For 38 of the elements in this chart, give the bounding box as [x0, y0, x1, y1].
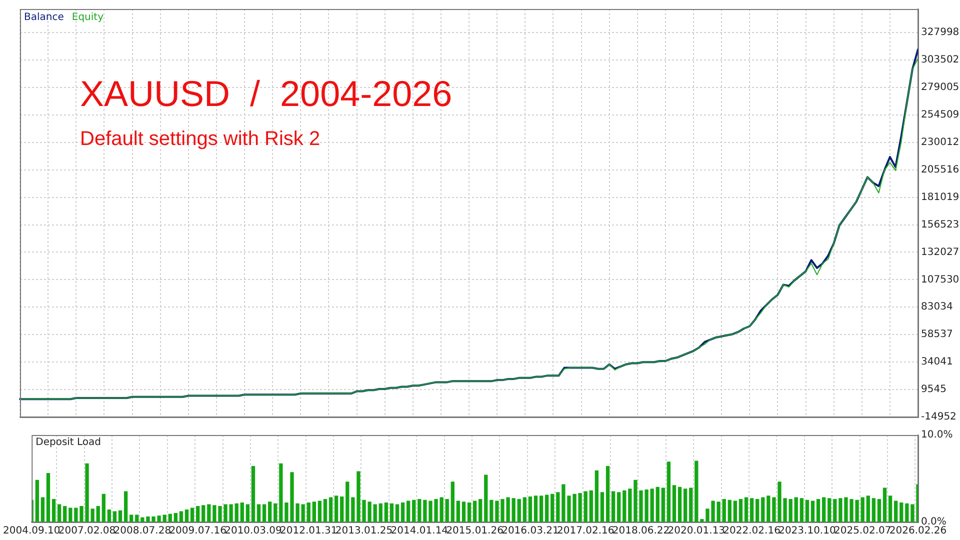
y-tick-label: 254509: [921, 110, 960, 121]
y-tick-label: 156523: [921, 219, 960, 230]
text: Default settings with Risk 2: [80, 128, 320, 150]
chart-title: Deposit Load: [36, 437, 102, 448]
x-tick-label: 2015.01.26: [446, 526, 504, 537]
x-tick-label: 2020.01.13: [668, 526, 726, 537]
x-tick-label: 2012.01.31: [280, 526, 338, 537]
x-tick-label: 2016.03.21: [502, 526, 559, 537]
text: Balance: [24, 12, 64, 23]
x-tick-label: 2018.06.22: [612, 526, 670, 537]
text: XAUUSD / 2004-2026: [80, 73, 452, 114]
text: Equity: [72, 12, 104, 23]
x-tick-label: 2008.07.28: [114, 526, 172, 537]
y-tick-label: 181019: [921, 192, 960, 203]
y-tick-label: 83034: [921, 302, 953, 313]
x-tick-label: 2023.10.10: [778, 526, 836, 537]
y-tick-label: 107530: [921, 274, 960, 286]
y-tick-label: 205516: [921, 164, 960, 176]
y-tick-label: 230012: [921, 136, 960, 148]
y-tick-label: 9545: [921, 384, 946, 396]
x-tick-label: 2014.01.14: [390, 526, 448, 537]
x-tick-label: 2010.03.09: [224, 526, 282, 537]
x-tick-label: 2007.02.08: [58, 526, 116, 537]
y-tick-label: 34041: [921, 356, 953, 368]
y-tick-label: 327998: [921, 27, 960, 38]
y-tick-label: -14952: [921, 412, 956, 423]
x-tick-label: 2026.02.26: [889, 526, 947, 537]
x-tick-label: 2022.02.16: [723, 526, 780, 537]
x-tick-label: 2004.09.10: [2, 526, 60, 537]
x-tick-label: 2013.01.25: [335, 526, 393, 537]
x-tick-label: 2025.02.07: [834, 526, 892, 537]
x-tick-label: 2009.07.16: [169, 526, 226, 537]
y-tick-label: 132027: [921, 246, 960, 258]
x-tick-label: 2017.02.16: [556, 526, 614, 537]
y-tick-label: 58537: [921, 329, 953, 340]
y-tick-label: 10.0%: [921, 430, 953, 441]
y-tick-label: 303502: [921, 54, 960, 66]
y-tick-label: 279005: [921, 82, 960, 94]
